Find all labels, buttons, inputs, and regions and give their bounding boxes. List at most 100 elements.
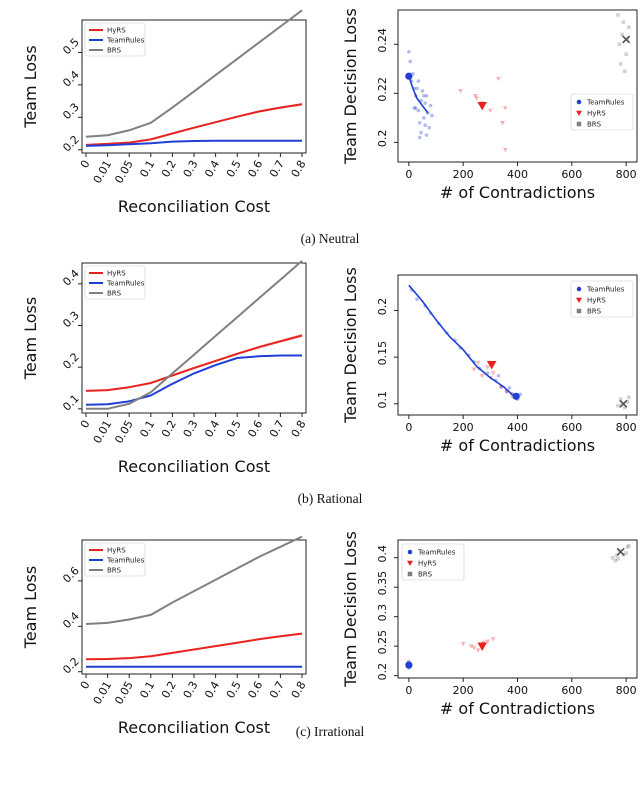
y-axis-label: Team Loss <box>21 297 40 380</box>
scatter-point-teamrules <box>419 130 423 135</box>
legend-label: TeamRules <box>586 99 625 107</box>
x-tick-label: 0 <box>78 679 93 692</box>
scatter-point-teamrules <box>412 106 417 110</box>
x-tick-label: 0.8 <box>289 158 309 180</box>
scatter-point-teamrules <box>416 79 421 83</box>
legend-label: HyRS <box>107 270 126 278</box>
x-tick-label: 0.7 <box>267 158 287 180</box>
mean-marker-brs <box>619 399 628 408</box>
x-tick-label: 0 <box>78 418 93 431</box>
x-axis-label: # of Contradictions <box>440 183 595 202</box>
y-tick-label: 0.1 <box>60 392 82 414</box>
x-tick-label: 0 <box>405 421 412 434</box>
x-tick-label: 0.6 <box>245 418 265 440</box>
x-tick-label: 800 <box>616 421 637 434</box>
legend-label: BRS <box>107 567 122 575</box>
scatter-point-teamrules <box>420 89 425 93</box>
y-tick-label: 0.15 <box>376 341 389 366</box>
panel-caption: (b) Rational <box>298 491 363 506</box>
legend-box <box>84 22 146 57</box>
legend-swatch <box>407 549 413 555</box>
scatter-point-brs <box>616 13 620 17</box>
scatter-point-hyrs <box>490 371 496 376</box>
mean-marker-teamrules <box>512 392 520 400</box>
legend-label: TeamRules <box>417 549 456 557</box>
x-tick-label: 0.01 <box>91 158 115 186</box>
scatter-point-brs <box>627 25 631 29</box>
scatter-point-teamrules <box>416 108 421 113</box>
x-tick-label: 0 <box>405 684 412 697</box>
x-axis-label: Reconciliation Cost <box>118 718 270 737</box>
scatter-point-teamrules <box>424 94 429 98</box>
trend-line-teamrules <box>408 284 517 398</box>
y-tick-label: 0.2 <box>376 663 389 681</box>
y-tick-label: 0.3 <box>60 309 82 331</box>
x-axis-label: Reconciliation Cost <box>118 457 270 476</box>
y-axis-label: Team Decision Loss <box>341 531 360 688</box>
x-tick-label: 0.2 <box>159 158 179 180</box>
y-tick-label: 0.2 <box>376 298 389 316</box>
scatter-point-teamrules <box>415 297 419 302</box>
scatter-point-brs <box>613 558 618 563</box>
y-tick-label: 0.22 <box>376 77 389 102</box>
legend-label: HyRS <box>418 560 437 568</box>
scatter-point-teamrules <box>407 49 411 54</box>
mean-marker-teamrules <box>405 661 413 669</box>
scatter-point-hyrs <box>471 646 477 651</box>
line-chart-2: 0.20.40.600.010.05 0.1 0.2 0.3 0.4 0.5 0.6 0.7 0… <box>21 535 309 737</box>
x-tick-label: 0.05 <box>112 418 136 446</box>
scatter-point-brs <box>614 553 619 558</box>
scatter-point-hyrs <box>502 106 508 111</box>
scatter-point-teamrules <box>422 116 426 120</box>
y-tick-label: 0.2 <box>60 133 82 155</box>
legend-box <box>570 280 634 318</box>
line-chart-1: 0.10.20.30.400.010.05 0.1 0.2 0.3 0.4 0.5 0.6 0… <box>21 260 309 476</box>
legend-label: TeamRules <box>106 280 145 288</box>
scatter-point-brs <box>621 20 626 25</box>
series-line-hyrs <box>85 334 303 392</box>
x-axis-label: # of Contradictions <box>440 436 595 455</box>
y-tick-label: 0.3 <box>376 604 389 622</box>
legend-box <box>570 93 634 131</box>
mean-marker-hyrs <box>486 361 497 370</box>
legend-label: BRS <box>107 47 122 55</box>
scatter-chart-1: 0.1 0.15 0.2 0 200 400 600 800 TeamRules HyRS BRS #… <box>341 267 638 455</box>
y-tick-label: 0.2 <box>376 130 389 148</box>
scatter-point-brs <box>616 557 620 561</box>
scatter-point-brs <box>624 551 628 555</box>
scatter-point-teamrules <box>408 59 413 64</box>
mean-marker-teamrules <box>405 72 413 80</box>
x-tick-label: 0.7 <box>267 418 287 440</box>
scatter-chart-2: 0.2 0.25 0.3 0.35 0.4 0 200 400 600 800 TeamRules H… <box>341 531 638 718</box>
legend-label: TeamRules <box>106 37 145 45</box>
scatter-point-hyrs <box>473 94 478 99</box>
scatter-point-brs <box>618 62 623 66</box>
scatter-point-brs <box>624 52 628 56</box>
x-tick-label: 0.7 <box>267 679 287 701</box>
scatter-point-brs <box>622 405 627 410</box>
x-tick-label: 400 <box>507 684 528 697</box>
series-line-teamrules <box>85 354 302 406</box>
x-tick-label: 600 <box>561 168 582 181</box>
x-tick-label: 0.01 <box>91 418 115 446</box>
plot-frame <box>397 9 638 163</box>
scatter-point-brs <box>627 544 631 548</box>
scatter-point-hyrs <box>474 96 480 101</box>
legend-swatch <box>576 110 582 116</box>
y-tick-label: 0.25 <box>376 630 389 655</box>
x-tick-label: 0.8 <box>289 679 309 701</box>
scatter-point-hyrs <box>485 639 491 644</box>
scatter-point-teamrules <box>430 113 434 118</box>
x-tick-label: 0.2 <box>159 418 179 440</box>
x-tick-label: 0.4 <box>202 158 222 180</box>
y-tick-label: 0.6 <box>60 564 82 586</box>
x-tick-label: 800 <box>616 684 637 697</box>
x-tick-label: 0.1 <box>137 679 157 701</box>
legend-label: BRS <box>587 308 602 316</box>
x-tick-label: 0.6 <box>245 158 265 180</box>
x-tick-label: 800 <box>616 168 637 181</box>
x-tick-label: 0 <box>78 158 93 171</box>
mean-marker-hyrs <box>477 102 487 111</box>
x-tick-label: 0.6 <box>245 679 265 701</box>
legend-swatch <box>576 99 582 105</box>
